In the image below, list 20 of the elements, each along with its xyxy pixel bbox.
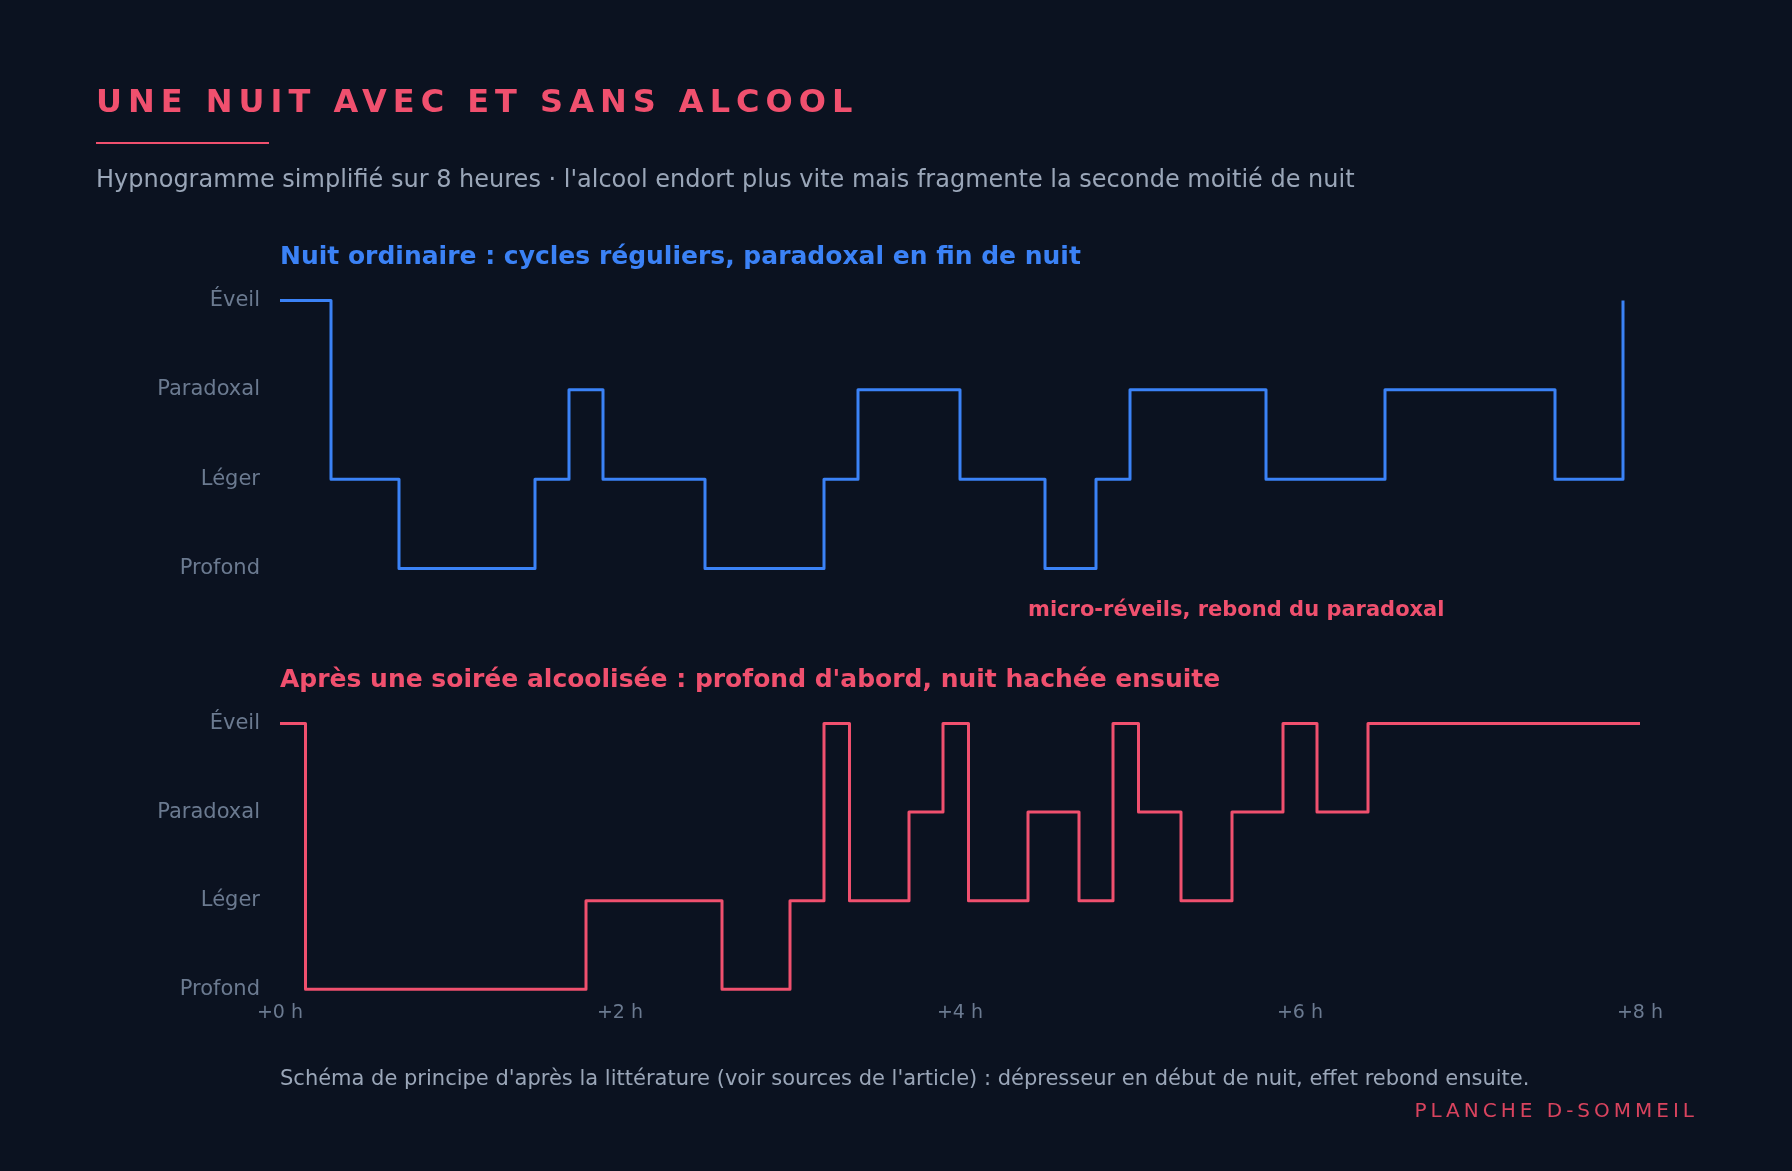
category-label: Paradoxal [157, 376, 260, 401]
x-tick-label: +6 h [1276, 999, 1324, 1022]
category-label: Profond [179, 554, 260, 579]
text: PLANCHE D-SOMMEIL [1414, 1098, 1698, 1122]
chart-title: UNE NUIT AVEC ET SANS ALCOOL [96, 82, 859, 120]
x-tick-label: +2 h [596, 999, 644, 1022]
category-label: Éveil [209, 710, 260, 735]
text: micro-réveils, rebond du paradoxal [1028, 597, 1445, 621]
category-label: Paradoxal [157, 798, 260, 823]
x-tick-label: +8 h [1616, 999, 1664, 1022]
series-label: Après une soirée alcoolisée : profond d'abord, nuit hachée ensuite [280, 664, 1221, 693]
x-tick-label: +0 h [256, 999, 304, 1022]
chart-subtitle: Hypnogramme simplifié sur 8 heures · l'alcool endort plus vite mais fragmente la seconde moitié de nuit [96, 165, 1355, 193]
text: Schéma de principe d'après la littérature (voir sources de l'article) : dépresseur en début de nuit, effet rebond ensuite. [280, 1066, 1530, 1090]
category-label: Éveil [209, 287, 260, 312]
category-label: Léger [200, 465, 260, 490]
category-label: Profond [179, 975, 260, 1000]
series-label: Nuit ordinaire : cycles réguliers, paradoxal en fin de nuit [280, 241, 1081, 270]
x-tick-label: +4 h [936, 999, 984, 1022]
category-label: Léger [200, 887, 260, 912]
